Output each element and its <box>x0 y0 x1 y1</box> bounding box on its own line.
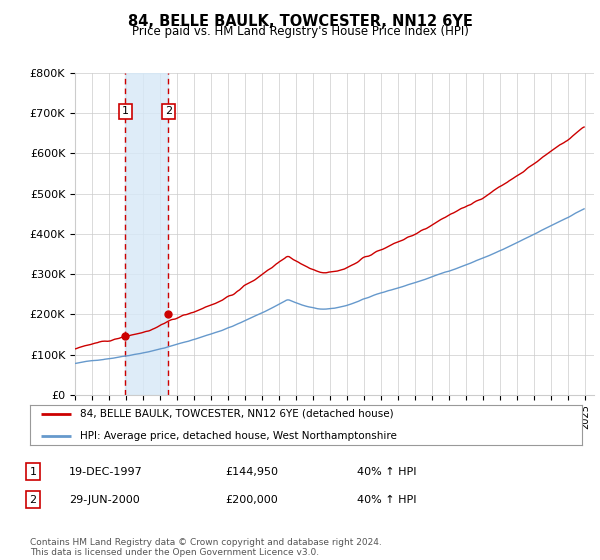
Text: Contains HM Land Registry data © Crown copyright and database right 2024.
This d: Contains HM Land Registry data © Crown c… <box>30 538 382 557</box>
Text: 19-DEC-1997: 19-DEC-1997 <box>69 466 143 477</box>
Text: Price paid vs. HM Land Registry's House Price Index (HPI): Price paid vs. HM Land Registry's House … <box>131 25 469 38</box>
Text: 2: 2 <box>165 106 172 116</box>
Text: 1: 1 <box>29 466 37 477</box>
Text: 40% ↑ HPI: 40% ↑ HPI <box>357 466 416 477</box>
Text: 84, BELLE BAULK, TOWCESTER, NN12 6YE (detached house): 84, BELLE BAULK, TOWCESTER, NN12 6YE (de… <box>80 409 394 419</box>
Text: 2: 2 <box>29 494 37 505</box>
Bar <box>125 73 169 395</box>
Text: £144,950: £144,950 <box>225 466 278 477</box>
Text: £200,000: £200,000 <box>225 494 278 505</box>
Text: 1: 1 <box>122 106 129 116</box>
Text: 84, BELLE BAULK, TOWCESTER, NN12 6YE: 84, BELLE BAULK, TOWCESTER, NN12 6YE <box>128 14 472 29</box>
Text: 40% ↑ HPI: 40% ↑ HPI <box>357 494 416 505</box>
Text: HPI: Average price, detached house, West Northamptonshire: HPI: Average price, detached house, West… <box>80 431 397 441</box>
Text: 29-JUN-2000: 29-JUN-2000 <box>69 494 140 505</box>
